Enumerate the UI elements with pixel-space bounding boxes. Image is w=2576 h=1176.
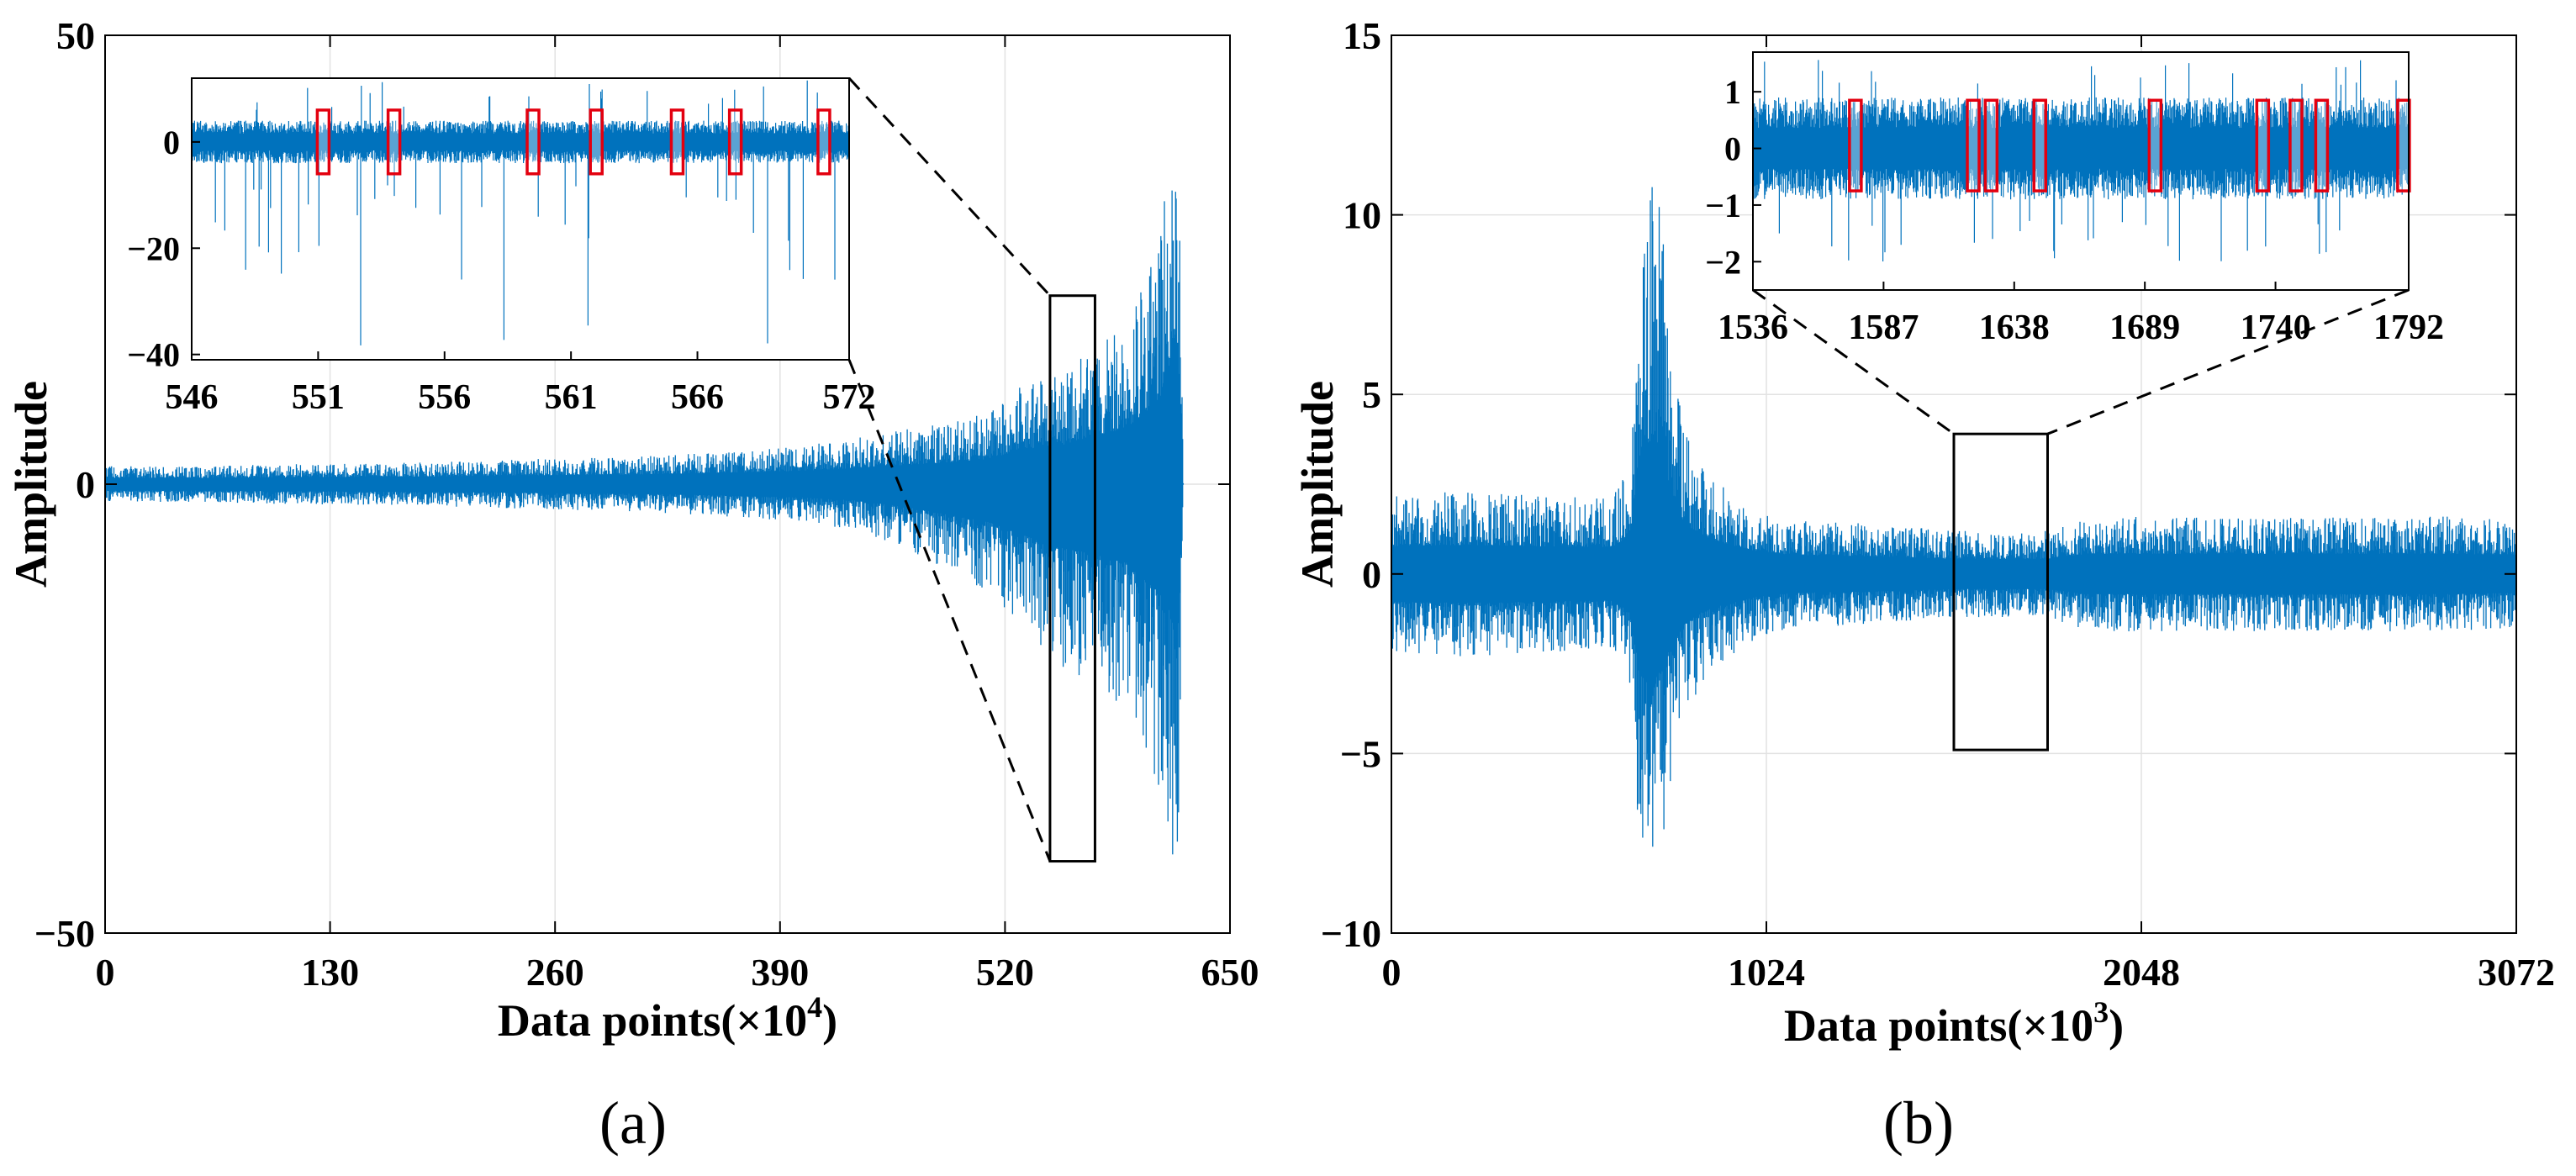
panel-b-zoom-region [1752,288,2410,751]
y-tick-label: 15 [1343,14,1381,57]
panel-b-frame [1391,34,2517,934]
inset-y-tick-label: −2 [1705,243,1741,281]
event-marker [727,108,743,176]
inset-x-tick-label: 1638 [1979,309,2050,347]
event-marker [669,108,685,176]
inset-x-tick-label: 1587 [1848,309,1919,347]
panel-a-x-ticks: 0 130 260 390 520 650 [96,35,1259,994]
x-tick-label: 390 [751,951,809,994]
y-tick-label: 5 [1362,373,1381,416]
event-marker [1983,98,1999,192]
inset-y-tick-label: 1 [1724,73,1741,111]
inset-x-tick-label: 1689 [2109,309,2180,347]
x-tick-label: 0 [96,951,115,994]
event-marker [315,108,331,176]
event-marker [2314,98,2330,192]
zoom-connector [2046,288,2410,435]
inset-frame [191,77,850,361]
panel-a-zoom-region [847,76,1096,863]
y-tick-label: 0 [1362,553,1381,596]
zoom-box [1048,294,1096,863]
inset-y-tick-label: −40 [127,336,180,374]
inset-x-tick-label: 566 [671,378,724,417]
event-marker [2147,98,2163,192]
panel-a-x-axis-label: Data points(×104) [498,990,837,1046]
x-tick-label: 2048 [2103,951,2180,994]
event-marker [816,108,831,176]
panel-b-label: (b) [1883,1089,1954,1157]
event-marker [1848,98,1863,192]
inset-y-tick-label: −20 [127,229,180,267]
zoom-box [1952,432,2049,751]
y-tick-label: 0 [76,463,95,506]
inset-x-tick-label: 551 [292,378,345,417]
panel-a-y-ticks: −50 0 50 [34,14,1230,955]
inset-y-tick-label: 0 [1724,130,1741,168]
event-marker [2255,98,2271,192]
panel-a-y-axis-label: Amplitude [6,381,56,588]
inset-x-tick-label: 546 [166,378,219,417]
x-tick-label: 260 [526,951,584,994]
inset-x-tick-label: 1740 [2241,309,2311,347]
x-tick-label: 0 [1382,951,1401,994]
event-marker [2032,98,2047,192]
inset-plot-area [192,78,849,360]
panel-a-label: (a) [599,1089,667,1157]
zoom-connector [847,359,1052,862]
inset-x-tick-label: 1792 [2373,309,2444,347]
y-tick-label: −50 [34,912,95,955]
x-tick-label: 650 [1201,951,1259,994]
inset-y-tick-label: 0 [163,124,180,161]
x-tick-label: 130 [301,951,359,994]
y-tick-label: −10 [1321,912,1381,955]
inset-x-tick-label: 556 [418,378,471,417]
y-tick-label: 50 [56,14,95,57]
y-tick-label: −5 [1340,732,1381,775]
inset-frame [1752,51,2410,291]
inset-y-tick-label: −1 [1705,187,1741,224]
inset-x-tick-label: 561 [545,378,598,417]
panel-b-x-ticks: 0 1024 2048 3072 [1382,35,2555,994]
inset-x-tick-label: 1536 [1718,309,1788,347]
event-marker [386,108,402,176]
panel-b-x-axis-label: Data points(×103) [1784,995,2124,1051]
x-tick-label: 3072 [2478,951,2555,994]
x-tick-label: 1024 [1728,951,1805,994]
inset-x-tick-label: 572 [823,378,876,417]
event-marker [2288,98,2304,192]
event-marker [525,108,541,176]
event-marker [1966,98,1981,192]
y-tick-label: 10 [1343,194,1381,237]
x-tick-label: 520 [976,951,1034,994]
event-marker [589,108,604,176]
event-marker [2396,98,2411,192]
panel-b-y-axis-label: Amplitude [1292,381,1343,588]
zoom-connector [1752,288,1955,435]
panel-a-inset: 546 551 556 561 566 572 −40 −20 0 [127,77,876,417]
panel-b-inset: 1536 1587 1638 1689 1740 1792 −2 −1 0 1 [1705,51,2444,347]
